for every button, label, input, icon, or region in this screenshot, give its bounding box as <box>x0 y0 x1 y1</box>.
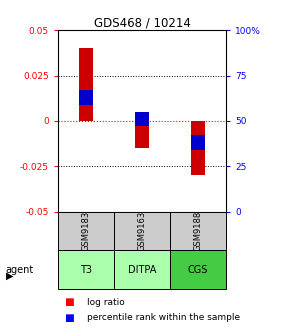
Text: agent: agent <box>6 265 34 276</box>
Bar <box>79 90 93 104</box>
Bar <box>114 250 170 289</box>
Bar <box>135 121 149 148</box>
Bar <box>79 48 93 121</box>
Text: percentile rank within the sample: percentile rank within the sample <box>87 313 240 322</box>
Bar <box>58 250 114 289</box>
Bar <box>135 112 149 126</box>
Text: ■: ■ <box>64 312 74 323</box>
Bar <box>170 212 226 250</box>
Text: GSM9183: GSM9183 <box>81 211 90 251</box>
Text: ■: ■ <box>64 297 74 307</box>
Text: log ratio: log ratio <box>87 298 125 307</box>
Text: GSM9163: GSM9163 <box>137 211 147 251</box>
Bar <box>58 212 114 250</box>
Title: GDS468 / 10214: GDS468 / 10214 <box>94 16 191 29</box>
Bar <box>170 250 226 289</box>
Bar <box>191 121 205 175</box>
Text: DITPA: DITPA <box>128 265 156 275</box>
Text: T3: T3 <box>80 265 92 275</box>
Text: ▶: ▶ <box>6 271 13 281</box>
Bar <box>114 212 170 250</box>
Bar <box>191 135 205 150</box>
Text: GSM9188: GSM9188 <box>194 211 203 251</box>
Text: CGS: CGS <box>188 265 208 275</box>
